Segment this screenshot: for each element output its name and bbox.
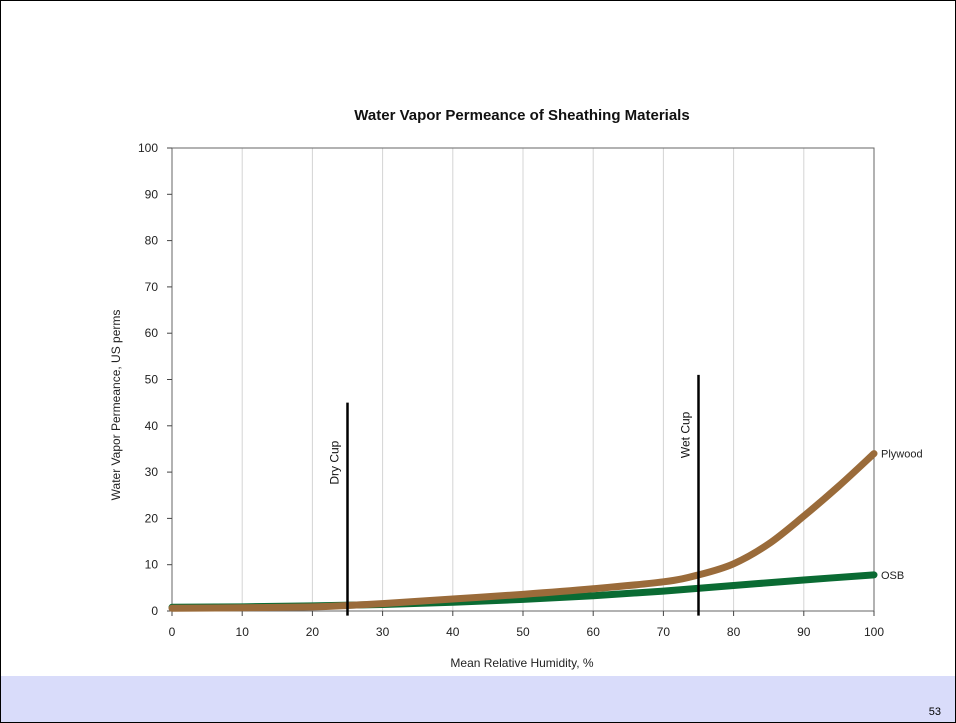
y-tick-label: 90 xyxy=(145,187,159,201)
x-tick-label: 80 xyxy=(727,625,741,639)
x-tick-label: 20 xyxy=(306,625,320,639)
series-label-osb: OSB xyxy=(881,570,904,582)
axis-ticks: 0 10 20 30 40 50 60 70 80 90 100 0 10 20 30 40 50 60 70 80 9… xyxy=(138,141,884,639)
marker-label-wet-cup: Wet Cup xyxy=(679,411,693,458)
x-tick-label: 0 xyxy=(169,625,176,639)
x-tick-label: 70 xyxy=(657,625,671,639)
y-tick-label: 30 xyxy=(145,465,159,479)
x-tick-label: 10 xyxy=(236,625,250,639)
marker-label-dry-cup: Dry Cup xyxy=(328,440,342,484)
series-layer: OSB Plywood xyxy=(168,449,923,612)
y-tick-label: 80 xyxy=(145,234,159,248)
series-label-plywood: Plywood xyxy=(881,449,923,461)
x-tick-label: 30 xyxy=(376,625,390,639)
y-tick-label: 70 xyxy=(145,280,159,294)
page-number: 53 xyxy=(928,706,941,718)
markers-layer: Dry Cup Wet Cup xyxy=(328,374,700,616)
y-axis-label: Water Vapor Permeance, US perms xyxy=(109,310,123,501)
chart-title: Water Vapor Permeance of Sheathing Mater… xyxy=(354,107,689,124)
series-line-plywood xyxy=(168,450,878,612)
x-tick-label: 90 xyxy=(797,625,811,639)
footer-bar: 53 xyxy=(1,676,955,722)
y-tick-label: 60 xyxy=(145,326,159,340)
x-tick-label: 60 xyxy=(587,625,601,639)
y-tick-label: 20 xyxy=(145,511,159,525)
x-axis-label: Mean Relative Humidity, % xyxy=(450,656,593,670)
x-tick-label: 50 xyxy=(516,625,530,639)
grid-lines xyxy=(241,148,805,611)
y-tick-label: 0 xyxy=(151,604,158,618)
y-tick-label: 10 xyxy=(145,558,159,572)
x-tick-label: 100 xyxy=(864,625,884,639)
y-tick-label: 50 xyxy=(145,373,159,387)
y-tick-label: 100 xyxy=(138,141,158,155)
y-tick-label: 40 xyxy=(145,419,159,433)
x-tick-label: 40 xyxy=(446,625,460,639)
